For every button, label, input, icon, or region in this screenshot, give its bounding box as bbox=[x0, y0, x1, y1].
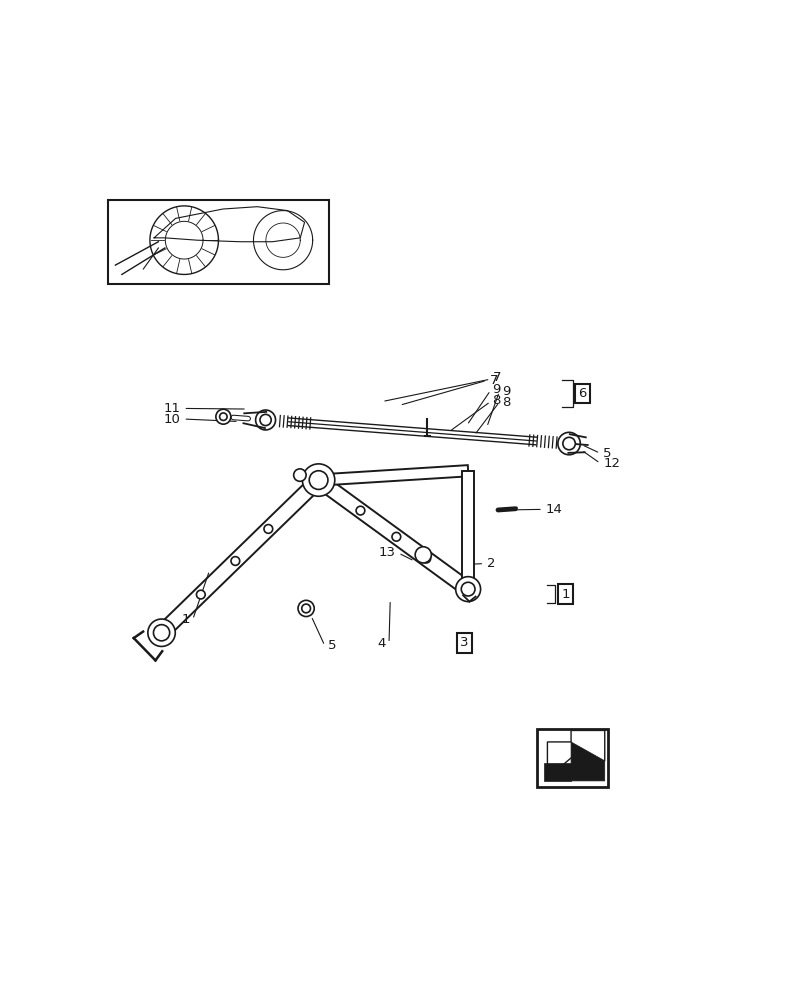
Text: 1: 1 bbox=[560, 588, 569, 601]
Polygon shape bbox=[156, 475, 324, 638]
Circle shape bbox=[259, 414, 271, 426]
Text: 9: 9 bbox=[491, 383, 500, 396]
Circle shape bbox=[153, 625, 169, 641]
Text: 7: 7 bbox=[491, 371, 500, 384]
Circle shape bbox=[293, 469, 306, 481]
Text: 1: 1 bbox=[181, 613, 190, 626]
Text: 13: 13 bbox=[377, 546, 395, 559]
Text: 5: 5 bbox=[328, 639, 336, 652]
Circle shape bbox=[302, 464, 334, 496]
Text: 5: 5 bbox=[602, 447, 611, 460]
Text: 6: 6 bbox=[577, 387, 585, 400]
Circle shape bbox=[255, 410, 275, 430]
Circle shape bbox=[196, 590, 205, 599]
Circle shape bbox=[455, 577, 480, 602]
Text: 12: 12 bbox=[602, 457, 620, 470]
Text: 3: 3 bbox=[459, 636, 468, 649]
Text: 7: 7 bbox=[489, 374, 498, 387]
Circle shape bbox=[562, 437, 575, 450]
Circle shape bbox=[215, 409, 230, 424]
Polygon shape bbox=[314, 474, 472, 595]
Polygon shape bbox=[547, 730, 604, 778]
Circle shape bbox=[301, 604, 310, 613]
Text: 2: 2 bbox=[487, 557, 495, 570]
Polygon shape bbox=[543, 763, 570, 781]
Circle shape bbox=[356, 506, 365, 515]
Text: 8: 8 bbox=[491, 394, 500, 407]
FancyBboxPatch shape bbox=[108, 200, 328, 284]
Polygon shape bbox=[461, 471, 474, 589]
Text: 10: 10 bbox=[163, 413, 180, 426]
Circle shape bbox=[414, 547, 431, 563]
Circle shape bbox=[219, 413, 226, 420]
Circle shape bbox=[422, 554, 430, 563]
Circle shape bbox=[298, 600, 314, 617]
Text: 4: 4 bbox=[377, 637, 385, 650]
Circle shape bbox=[392, 532, 400, 541]
Text: 9: 9 bbox=[502, 385, 510, 398]
Circle shape bbox=[148, 619, 175, 646]
Text: 14: 14 bbox=[545, 503, 562, 516]
Circle shape bbox=[309, 471, 328, 489]
Circle shape bbox=[557, 432, 580, 455]
Circle shape bbox=[263, 525, 272, 533]
Text: 11: 11 bbox=[163, 402, 180, 415]
Circle shape bbox=[461, 582, 475, 596]
FancyBboxPatch shape bbox=[536, 729, 608, 787]
Polygon shape bbox=[570, 742, 604, 781]
Text: 8: 8 bbox=[502, 396, 510, 409]
Circle shape bbox=[230, 557, 239, 565]
Polygon shape bbox=[318, 465, 468, 486]
